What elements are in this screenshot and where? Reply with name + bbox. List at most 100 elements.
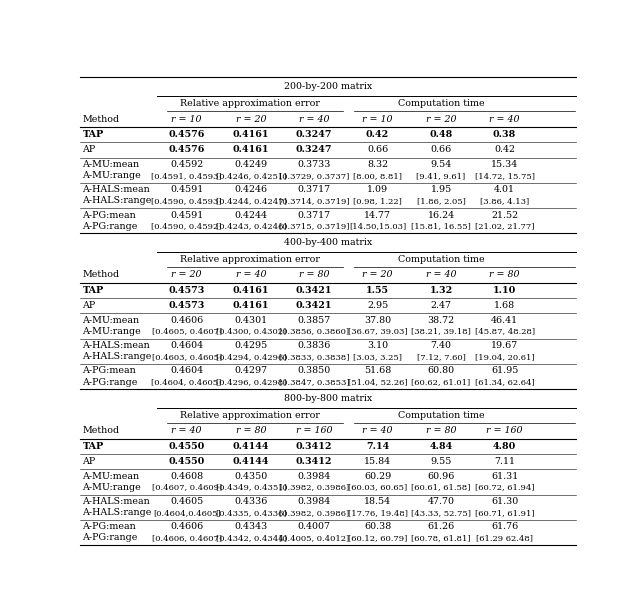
Text: 51.68: 51.68 xyxy=(364,367,391,376)
Text: 61.26: 61.26 xyxy=(428,522,454,531)
Text: 60.29: 60.29 xyxy=(364,472,391,481)
Text: 7.40: 7.40 xyxy=(431,341,452,350)
Text: [0.4590, 0.4592]: [0.4590, 0.4592] xyxy=(152,222,222,230)
Text: 0.3984: 0.3984 xyxy=(298,497,331,506)
Text: 2.47: 2.47 xyxy=(431,301,452,310)
Text: 0.4336: 0.4336 xyxy=(234,497,268,506)
Text: 200-by-200 matrix: 200-by-200 matrix xyxy=(284,82,372,92)
Text: [0.4005, 0.4012]: [0.4005, 0.4012] xyxy=(279,534,349,542)
Text: r = 80: r = 80 xyxy=(236,427,266,435)
Text: [60.03, 60.65]: [60.03, 60.65] xyxy=(348,484,407,491)
Text: 0.3412: 0.3412 xyxy=(296,442,332,451)
Text: [0.3714, 0.3719]: [0.3714, 0.3719] xyxy=(279,197,349,205)
Text: [61.34, 62.64]: [61.34, 62.64] xyxy=(475,378,534,386)
Text: 0.3717: 0.3717 xyxy=(298,185,331,195)
Text: A-HALS:mean: A-HALS:mean xyxy=(83,341,150,350)
Text: 0.4249: 0.4249 xyxy=(234,160,268,169)
Text: r = 80: r = 80 xyxy=(490,270,520,279)
Text: r = 40: r = 40 xyxy=(362,427,393,435)
Text: 0.4573: 0.4573 xyxy=(168,301,205,310)
Text: 47.70: 47.70 xyxy=(428,497,454,506)
Text: r = 80: r = 80 xyxy=(299,270,330,279)
Text: [45.87, 48.28]: [45.87, 48.28] xyxy=(474,328,534,336)
Text: [60.71, 61.91]: [60.71, 61.91] xyxy=(475,508,534,517)
Text: 0.4350: 0.4350 xyxy=(234,472,268,481)
Text: [0.98, 1.22]: [0.98, 1.22] xyxy=(353,197,402,205)
Text: [38.21, 39.18]: [38.21, 39.18] xyxy=(411,328,471,336)
Text: 0.4161: 0.4161 xyxy=(233,301,269,310)
Text: r = 160: r = 160 xyxy=(486,427,523,435)
Text: [0.4591, 0.4593]: [0.4591, 0.4593] xyxy=(151,171,222,180)
Text: r = 40: r = 40 xyxy=(426,270,456,279)
Text: 0.4295: 0.4295 xyxy=(234,341,268,350)
Text: A-HALS:range: A-HALS:range xyxy=(83,508,152,517)
Text: r = 80: r = 80 xyxy=(426,427,456,435)
Text: 0.4592: 0.4592 xyxy=(170,160,204,169)
Text: 0.66: 0.66 xyxy=(431,145,452,155)
Text: 0.4144: 0.4144 xyxy=(233,457,269,466)
Text: 1.32: 1.32 xyxy=(429,286,452,295)
Text: [9.41, 9.61]: [9.41, 9.61] xyxy=(417,171,466,180)
Text: A-HALS:mean: A-HALS:mean xyxy=(83,185,150,195)
Text: [0.4590, 0.4593]: [0.4590, 0.4593] xyxy=(151,197,222,205)
Text: 0.3717: 0.3717 xyxy=(298,211,331,219)
Text: 0.4343: 0.4343 xyxy=(234,522,268,531)
Text: [0.4296, 0.4298]: [0.4296, 0.4298] xyxy=(216,378,286,386)
Text: Relative approximation error: Relative approximation error xyxy=(180,255,320,264)
Text: [17.76, 19.48]: [17.76, 19.48] xyxy=(348,508,408,517)
Text: 0.3247: 0.3247 xyxy=(296,130,332,139)
Text: [0.4300, 0.4302]: [0.4300, 0.4302] xyxy=(216,328,286,336)
Text: 0.4591: 0.4591 xyxy=(170,211,204,219)
Text: 0.38: 0.38 xyxy=(493,130,516,139)
Text: 0.4161: 0.4161 xyxy=(233,286,269,295)
Text: 0.3247: 0.3247 xyxy=(296,145,332,155)
Text: 38.72: 38.72 xyxy=(428,316,454,325)
Text: AP: AP xyxy=(83,457,96,466)
Text: A-MU:range: A-MU:range xyxy=(83,327,141,336)
Text: [3.86, 4.13]: [3.86, 4.13] xyxy=(480,197,529,205)
Text: [60.62, 61.01]: [60.62, 61.01] xyxy=(412,378,470,386)
Text: 0.4297: 0.4297 xyxy=(234,367,268,376)
Text: 61.30: 61.30 xyxy=(491,497,518,506)
Text: [0.4604,0.4605]: [0.4604,0.4605] xyxy=(153,508,221,517)
Text: AP: AP xyxy=(83,145,96,155)
Text: Relative approximation error: Relative approximation error xyxy=(180,411,320,420)
Text: 0.4606: 0.4606 xyxy=(170,522,204,531)
Text: [60.61, 61.58]: [60.61, 61.58] xyxy=(412,484,471,491)
Text: 7.11: 7.11 xyxy=(494,457,515,466)
Text: 0.4604: 0.4604 xyxy=(170,367,204,376)
Text: [0.4604, 0.4605]: [0.4604, 0.4605] xyxy=(152,378,222,386)
Text: 7.14: 7.14 xyxy=(366,442,389,451)
Text: 60.38: 60.38 xyxy=(364,522,391,531)
Text: 0.3412: 0.3412 xyxy=(296,457,332,466)
Text: 0.4550: 0.4550 xyxy=(168,442,205,451)
Text: [60.72, 61.94]: [60.72, 61.94] xyxy=(475,484,534,491)
Text: 0.4605: 0.4605 xyxy=(170,497,204,506)
Text: 1.68: 1.68 xyxy=(494,301,515,310)
Text: A-PG:mean: A-PG:mean xyxy=(83,522,136,531)
Text: 18.54: 18.54 xyxy=(364,497,391,506)
Text: 0.3836: 0.3836 xyxy=(298,341,331,350)
Text: 0.4244: 0.4244 xyxy=(235,211,268,219)
Text: 4.84: 4.84 xyxy=(429,442,452,451)
Text: [0.3715, 0.3719]: [0.3715, 0.3719] xyxy=(279,222,349,230)
Text: 0.66: 0.66 xyxy=(367,145,388,155)
Text: [61.29 62.48]: [61.29 62.48] xyxy=(476,534,533,542)
Text: [0.3982, 0.3986]: [0.3982, 0.3986] xyxy=(279,484,349,491)
Text: [0.3833, 0.3838]: [0.3833, 0.3838] xyxy=(279,353,349,361)
Text: 0.4606: 0.4606 xyxy=(170,316,204,325)
Text: r = 10: r = 10 xyxy=(172,115,202,124)
Text: A-HALS:range: A-HALS:range xyxy=(83,352,152,361)
Text: 0.4161: 0.4161 xyxy=(233,130,269,139)
Text: Computation time: Computation time xyxy=(398,255,484,264)
Text: 2.95: 2.95 xyxy=(367,301,388,310)
Text: [0.4243, 0.4246]: [0.4243, 0.4246] xyxy=(216,222,287,230)
Text: [60.78, 61.81]: [60.78, 61.81] xyxy=(412,534,471,542)
Text: 60.96: 60.96 xyxy=(428,472,455,481)
Text: 0.4608: 0.4608 xyxy=(170,472,204,481)
Text: r = 40: r = 40 xyxy=(236,270,266,279)
Text: [36.67, 39.03]: [36.67, 39.03] xyxy=(348,328,408,336)
Text: [0.4294, 0.4296]: [0.4294, 0.4296] xyxy=(216,353,286,361)
Text: 4.01: 4.01 xyxy=(494,185,515,195)
Text: [0.4603, 0.4605]: [0.4603, 0.4605] xyxy=(152,353,222,361)
